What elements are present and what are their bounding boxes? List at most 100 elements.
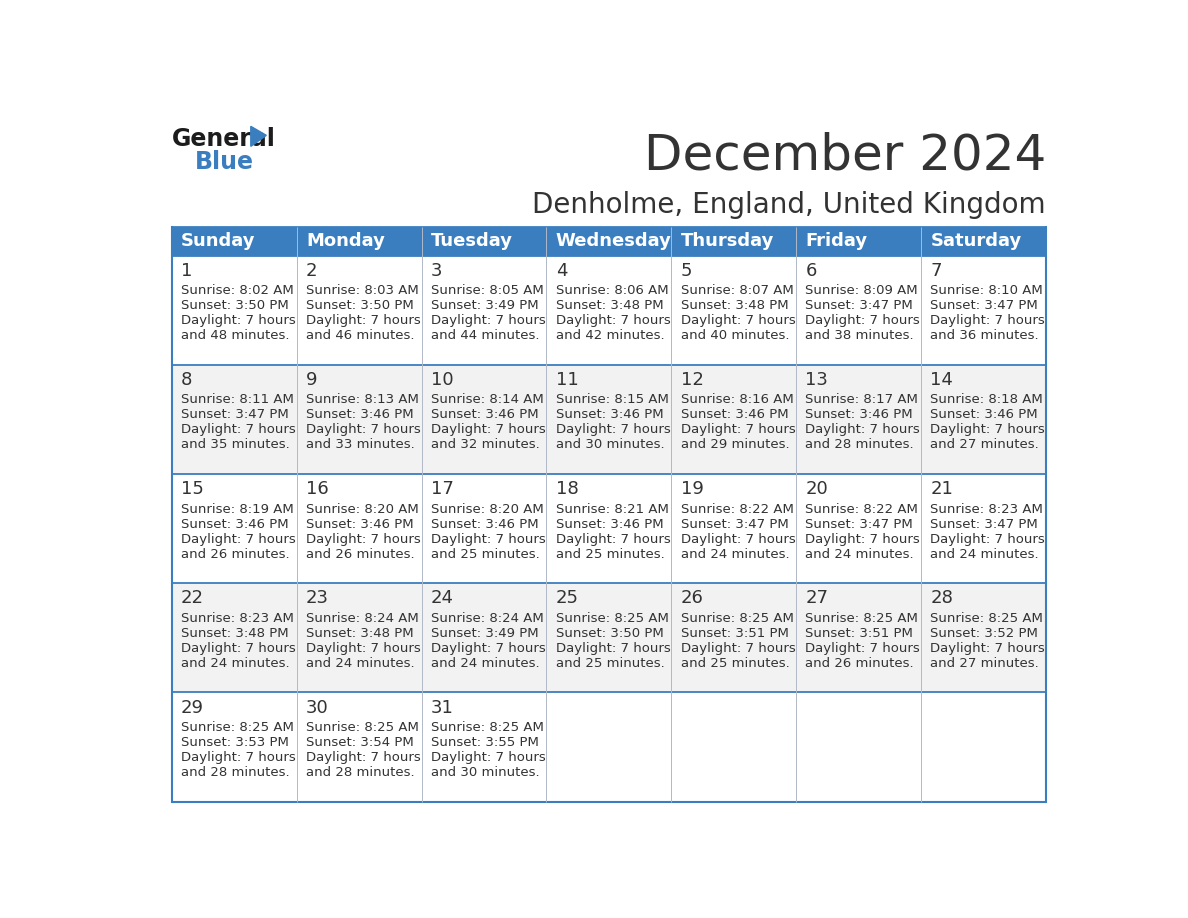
Text: and 36 minutes.: and 36 minutes. bbox=[930, 330, 1040, 342]
Text: Sunset: 3:46 PM: Sunset: 3:46 PM bbox=[431, 409, 538, 421]
Text: and 28 minutes.: and 28 minutes. bbox=[181, 766, 290, 779]
Text: 14: 14 bbox=[930, 371, 953, 389]
Text: 11: 11 bbox=[556, 371, 579, 389]
Text: 25: 25 bbox=[556, 589, 579, 608]
Text: Sunset: 3:47 PM: Sunset: 3:47 PM bbox=[805, 299, 914, 312]
Text: 7: 7 bbox=[930, 262, 942, 280]
Text: and 24 minutes.: and 24 minutes. bbox=[805, 548, 914, 561]
Text: General: General bbox=[172, 127, 276, 151]
Text: Sunrise: 8:10 AM: Sunrise: 8:10 AM bbox=[930, 285, 1043, 297]
Text: Sunrise: 8:11 AM: Sunrise: 8:11 AM bbox=[181, 394, 293, 407]
Text: Daylight: 7 hours: Daylight: 7 hours bbox=[181, 642, 296, 655]
Text: and 25 minutes.: and 25 minutes. bbox=[681, 656, 789, 670]
Text: Sunset: 3:51 PM: Sunset: 3:51 PM bbox=[681, 627, 789, 640]
Text: Daylight: 7 hours: Daylight: 7 hours bbox=[181, 532, 296, 545]
Text: Sunset: 3:46 PM: Sunset: 3:46 PM bbox=[307, 409, 413, 421]
Text: Sunset: 3:49 PM: Sunset: 3:49 PM bbox=[431, 627, 538, 640]
Text: 27: 27 bbox=[805, 589, 828, 608]
Bar bbox=[172, 364, 1045, 474]
Text: Daylight: 7 hours: Daylight: 7 hours bbox=[431, 314, 545, 327]
Text: 26: 26 bbox=[681, 589, 703, 608]
Text: Sunday: Sunday bbox=[181, 232, 255, 251]
Text: Sunrise: 8:23 AM: Sunrise: 8:23 AM bbox=[181, 611, 293, 625]
Text: Sunset: 3:46 PM: Sunset: 3:46 PM bbox=[805, 409, 914, 421]
Text: Daylight: 7 hours: Daylight: 7 hours bbox=[681, 314, 795, 327]
Text: and 28 minutes.: and 28 minutes. bbox=[805, 439, 914, 452]
Text: Sunset: 3:47 PM: Sunset: 3:47 PM bbox=[681, 518, 789, 531]
Text: Friday: Friday bbox=[805, 232, 867, 251]
Text: and 44 minutes.: and 44 minutes. bbox=[431, 330, 539, 342]
Text: and 24 minutes.: and 24 minutes. bbox=[930, 548, 1040, 561]
Text: and 32 minutes.: and 32 minutes. bbox=[431, 439, 539, 452]
Bar bbox=[671, 227, 796, 256]
Text: and 25 minutes.: and 25 minutes. bbox=[556, 656, 664, 670]
Text: Wednesday: Wednesday bbox=[556, 232, 671, 251]
Bar bbox=[546, 227, 671, 256]
Text: and 30 minutes.: and 30 minutes. bbox=[556, 439, 664, 452]
Text: Daylight: 7 hours: Daylight: 7 hours bbox=[556, 423, 670, 436]
Polygon shape bbox=[251, 127, 266, 146]
Text: 23: 23 bbox=[307, 589, 329, 608]
Text: Thursday: Thursday bbox=[681, 232, 773, 251]
Text: Sunrise: 8:22 AM: Sunrise: 8:22 AM bbox=[681, 502, 794, 516]
Text: Saturday: Saturday bbox=[930, 232, 1022, 251]
Text: and 26 minutes.: and 26 minutes. bbox=[307, 548, 415, 561]
Text: Sunset: 3:46 PM: Sunset: 3:46 PM bbox=[930, 409, 1038, 421]
Text: 28: 28 bbox=[930, 589, 953, 608]
Text: Sunrise: 8:14 AM: Sunrise: 8:14 AM bbox=[431, 394, 544, 407]
Text: Sunrise: 8:24 AM: Sunrise: 8:24 AM bbox=[431, 611, 544, 625]
Text: Daylight: 7 hours: Daylight: 7 hours bbox=[805, 314, 921, 327]
Text: 12: 12 bbox=[681, 371, 703, 389]
Text: Daylight: 7 hours: Daylight: 7 hours bbox=[431, 423, 545, 436]
Text: Sunrise: 8:20 AM: Sunrise: 8:20 AM bbox=[307, 502, 418, 516]
Text: and 25 minutes.: and 25 minutes. bbox=[556, 548, 664, 561]
Text: Daylight: 7 hours: Daylight: 7 hours bbox=[805, 423, 921, 436]
Text: and 27 minutes.: and 27 minutes. bbox=[930, 439, 1040, 452]
Text: 31: 31 bbox=[431, 699, 454, 717]
Text: 3: 3 bbox=[431, 262, 442, 280]
Text: Sunset: 3:46 PM: Sunset: 3:46 PM bbox=[431, 518, 538, 531]
Text: 6: 6 bbox=[805, 262, 817, 280]
Text: Daylight: 7 hours: Daylight: 7 hours bbox=[930, 314, 1045, 327]
Text: Daylight: 7 hours: Daylight: 7 hours bbox=[805, 532, 921, 545]
Text: 10: 10 bbox=[431, 371, 454, 389]
Text: Sunset: 3:54 PM: Sunset: 3:54 PM bbox=[307, 736, 413, 749]
Text: Daylight: 7 hours: Daylight: 7 hours bbox=[307, 423, 421, 436]
Bar bbox=[172, 227, 297, 256]
Text: Daylight: 7 hours: Daylight: 7 hours bbox=[431, 751, 545, 764]
Bar bbox=[172, 692, 1045, 801]
Text: Daylight: 7 hours: Daylight: 7 hours bbox=[307, 751, 421, 764]
Text: and 27 minutes.: and 27 minutes. bbox=[930, 656, 1040, 670]
Text: Sunset: 3:48 PM: Sunset: 3:48 PM bbox=[681, 299, 788, 312]
Text: and 29 minutes.: and 29 minutes. bbox=[681, 439, 789, 452]
Text: and 33 minutes.: and 33 minutes. bbox=[307, 439, 415, 452]
Text: Sunset: 3:47 PM: Sunset: 3:47 PM bbox=[181, 409, 289, 421]
Text: Sunset: 3:47 PM: Sunset: 3:47 PM bbox=[805, 518, 914, 531]
Bar bbox=[172, 583, 1045, 692]
Bar bbox=[297, 227, 422, 256]
Text: 16: 16 bbox=[307, 480, 329, 498]
Text: 29: 29 bbox=[181, 699, 204, 717]
Text: Sunset: 3:52 PM: Sunset: 3:52 PM bbox=[930, 627, 1038, 640]
Bar bbox=[422, 227, 546, 256]
Text: Sunrise: 8:23 AM: Sunrise: 8:23 AM bbox=[930, 502, 1043, 516]
Text: Sunrise: 8:05 AM: Sunrise: 8:05 AM bbox=[431, 285, 544, 297]
Text: and 38 minutes.: and 38 minutes. bbox=[805, 330, 914, 342]
Text: and 24 minutes.: and 24 minutes. bbox=[181, 656, 290, 670]
Text: Sunrise: 8:17 AM: Sunrise: 8:17 AM bbox=[805, 394, 918, 407]
Text: Sunrise: 8:13 AM: Sunrise: 8:13 AM bbox=[307, 394, 419, 407]
Text: Sunrise: 8:22 AM: Sunrise: 8:22 AM bbox=[805, 502, 918, 516]
Text: 1: 1 bbox=[181, 262, 192, 280]
Text: Daylight: 7 hours: Daylight: 7 hours bbox=[681, 532, 795, 545]
Text: December 2024: December 2024 bbox=[644, 131, 1045, 180]
Text: Sunset: 3:46 PM: Sunset: 3:46 PM bbox=[181, 518, 289, 531]
Text: 30: 30 bbox=[307, 699, 329, 717]
Text: 5: 5 bbox=[681, 262, 693, 280]
Text: and 35 minutes.: and 35 minutes. bbox=[181, 439, 290, 452]
Text: Daylight: 7 hours: Daylight: 7 hours bbox=[307, 642, 421, 655]
Text: Sunrise: 8:21 AM: Sunrise: 8:21 AM bbox=[556, 502, 669, 516]
Text: and 48 minutes.: and 48 minutes. bbox=[181, 330, 290, 342]
Text: Daylight: 7 hours: Daylight: 7 hours bbox=[181, 751, 296, 764]
Text: Sunset: 3:50 PM: Sunset: 3:50 PM bbox=[307, 299, 413, 312]
Text: Daylight: 7 hours: Daylight: 7 hours bbox=[681, 642, 795, 655]
